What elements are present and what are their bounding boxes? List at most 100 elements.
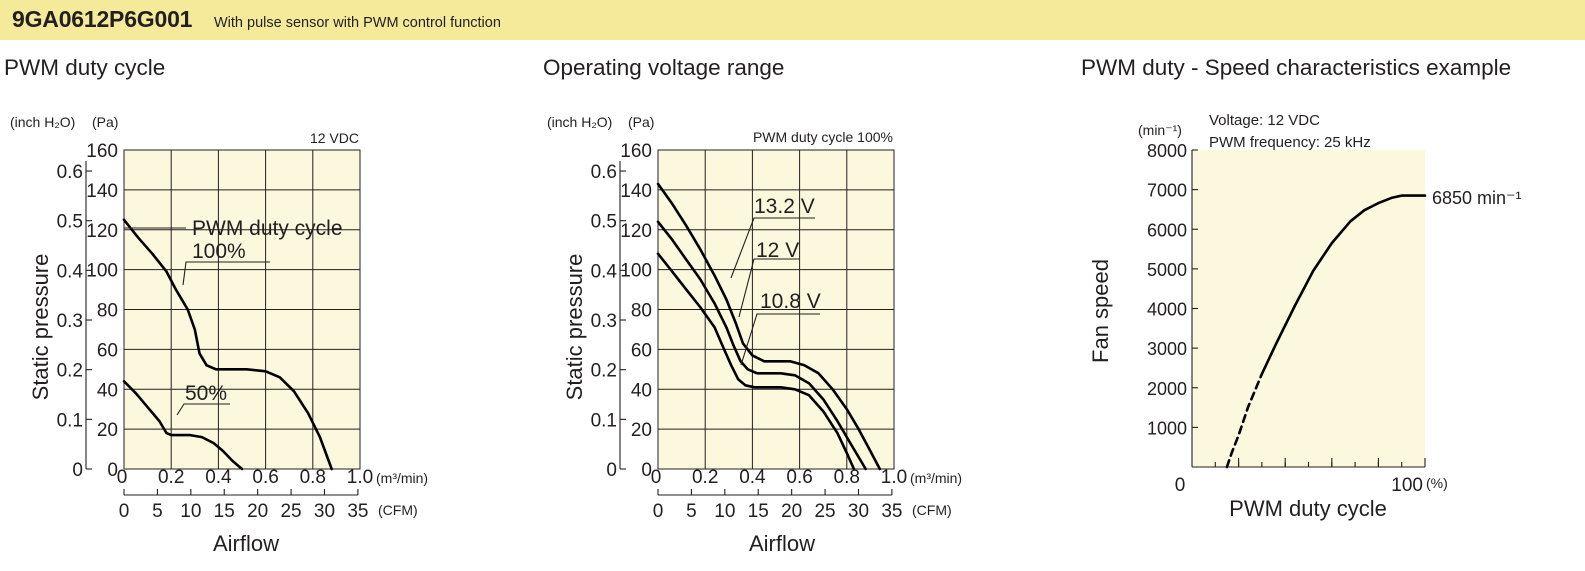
y2-tick-label: 0.1 xyxy=(57,410,83,431)
y2-tick-label: 0.3 xyxy=(591,311,617,332)
x-tick-0: 0 xyxy=(1175,475,1186,496)
y2-tick-label: 0.5 xyxy=(591,212,617,233)
legend-title: PWM duty cycle xyxy=(192,217,343,240)
y-axis-title: Static pressure xyxy=(28,254,53,401)
y-tick-label: 40 xyxy=(631,380,652,401)
x2-tick-label: 10 xyxy=(180,501,201,522)
chart-title-duty: PWM duty cycle xyxy=(4,55,166,80)
x-axis-title: Airflow xyxy=(213,531,279,556)
series-label-10v: 10.8 V xyxy=(760,290,821,313)
y2-tick-label: 0.4 xyxy=(591,261,618,282)
y-unit: (min⁻¹) xyxy=(1138,122,1182,138)
x-tick-label: 0.4 xyxy=(739,467,766,488)
model-number: 9GA0612P6G001 xyxy=(12,6,193,32)
y-tick-label: 120 xyxy=(86,221,118,242)
callout-line-10v xyxy=(740,313,820,366)
series-curve xyxy=(122,218,333,471)
y-tick-label: 60 xyxy=(631,340,652,361)
y-unit: (Pa) xyxy=(628,114,654,130)
speed-chart: (min⁻¹) Voltage: 12 VDC PWM frequency: 2… xyxy=(1088,112,1522,521)
y-tick-label: 160 xyxy=(86,141,118,162)
x-tick-100: 100 xyxy=(1391,475,1423,496)
x-tick-label: 0.8 xyxy=(300,467,326,488)
pq-chart-pwm-duty: (inch H₂O) (Pa) 12 VDC Static pressure (… xyxy=(10,114,428,556)
callout-line-12v xyxy=(738,258,799,318)
y-tick-label: 7000 xyxy=(1147,181,1187,201)
y2-tick-label: 0 xyxy=(606,460,617,481)
x2-unit: (CFM) xyxy=(378,502,418,518)
condition-label: PWM duty cycle 100% xyxy=(753,129,893,145)
y-axis-title: Fan speed xyxy=(1088,259,1113,363)
x-unit: (m³/min) xyxy=(376,470,428,486)
y-tick-label: 5000 xyxy=(1147,260,1187,280)
plot-border xyxy=(657,149,895,470)
series-curve xyxy=(656,220,867,471)
x-tick-label: 0.6 xyxy=(786,467,812,488)
series-label-12v: 12 V xyxy=(756,239,799,262)
x2-tick-label: 5 xyxy=(686,501,697,522)
y-tick-label: 100 xyxy=(86,261,118,282)
condition-voltage: Voltage: 12 VDC xyxy=(1209,112,1320,129)
y-tick-label: 6000 xyxy=(1147,220,1187,240)
x2-tick-label: 35 xyxy=(881,501,902,522)
y-tick-label: 140 xyxy=(86,181,118,202)
y2-tick-label: 0 xyxy=(72,460,83,481)
y-axis-title: Static pressure xyxy=(562,254,587,401)
series-curve xyxy=(656,252,856,471)
y-tick-label: 0 xyxy=(641,460,652,481)
chart-title-voltage: Operating voltage range xyxy=(543,55,785,80)
y-tick-label: 0 xyxy=(107,460,118,481)
header-banner: 9GA0612P6G001 With pulse sensor with PWM… xyxy=(0,0,1585,40)
x2-tick-label: 20 xyxy=(247,501,268,522)
y2-unit: (inch H₂O) xyxy=(547,114,612,130)
x-tick-label: 1.0 xyxy=(881,467,907,488)
y2-tick-label: 0.4 xyxy=(57,261,84,282)
y-tick-label: 1000 xyxy=(1147,418,1187,438)
series-label-50: 50% xyxy=(185,382,227,405)
x-axis-title: Airflow xyxy=(749,531,815,556)
y-tick-label: 80 xyxy=(97,301,118,322)
x-origin-label: 0 xyxy=(117,467,128,488)
x2-unit: (CFM) xyxy=(912,502,952,518)
y2-tick-label: 0.1 xyxy=(591,410,617,431)
series-curve xyxy=(122,380,244,471)
y2-tick-label: 0.2 xyxy=(57,361,83,382)
y-tick-label: 100 xyxy=(620,261,652,282)
y-unit: (Pa) xyxy=(92,114,118,130)
y2-unit: (inch H₂O) xyxy=(10,114,75,130)
callout-line-100 xyxy=(182,261,270,286)
y2-tick-label: 0.2 xyxy=(591,361,617,382)
speed-curve-solid xyxy=(1260,194,1427,376)
condition-label: 12 VDC xyxy=(310,130,359,146)
y-tick-label: 40 xyxy=(97,380,118,401)
x-tick-label: 0.6 xyxy=(252,467,278,488)
pq-chart-voltage-range: (inch H₂O) (Pa) PWM duty cycle 100% Stat… xyxy=(547,114,962,556)
y-tick-label: 3000 xyxy=(1147,339,1187,359)
y-tick-label: 160 xyxy=(620,141,652,162)
x2-tick-label: 20 xyxy=(781,501,802,522)
x2-tick-label: 5 xyxy=(152,501,163,522)
x2-tick-label: 30 xyxy=(314,501,335,522)
series-curve xyxy=(656,182,882,471)
model-description: With pulse sensor with PWM control funct… xyxy=(214,15,501,31)
y2-tick-label: 0.3 xyxy=(57,311,83,332)
y-tick-label: 60 xyxy=(97,340,118,361)
y-tick-label: 80 xyxy=(631,301,652,322)
x2-tick-label: 15 xyxy=(748,501,769,522)
condition-frequency: PWM frequency: 25 kHz xyxy=(1209,134,1371,151)
y-tick-label: 20 xyxy=(97,420,118,441)
y2-tick-label: 0.6 xyxy=(57,162,83,183)
y-tick-label: 4000 xyxy=(1147,300,1187,320)
x-unit: (%) xyxy=(1426,475,1448,491)
x2-tick-label: 25 xyxy=(280,501,301,522)
y-tick-label: 8000 xyxy=(1147,141,1187,161)
x2-tick-label: 10 xyxy=(714,501,735,522)
series-label-13v: 13.2 V xyxy=(754,195,815,218)
x-tick-label: 0.2 xyxy=(692,467,718,488)
y-tick-label: 140 xyxy=(620,181,652,202)
x2-tick-label: 0 xyxy=(653,501,664,522)
x-tick-label: 0.4 xyxy=(205,467,232,488)
max-speed-label: 6850 min⁻¹ xyxy=(1432,188,1522,208)
y-tick-label: 120 xyxy=(620,221,652,242)
x2-tick-label: 15 xyxy=(214,501,235,522)
